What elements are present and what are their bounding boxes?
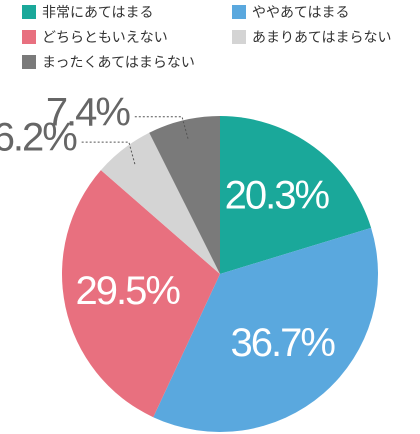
value-label: 20.3% <box>225 173 330 217</box>
pie-slice <box>100 132 220 274</box>
value-label: 36.7% <box>230 321 335 365</box>
legend-label: どちらともいえない <box>42 30 168 46</box>
legend-label: あまりあてはまらない <box>252 30 391 46</box>
pie-slice <box>220 116 372 274</box>
legend-swatch <box>22 55 36 69</box>
value-label: 6.2% <box>0 116 77 160</box>
value-label: 7.4% <box>46 90 131 134</box>
legend-swatch <box>22 30 36 44</box>
value-label: 29.5% <box>76 269 181 313</box>
legend-label: ややあてはまる <box>252 5 349 21</box>
pie-slice <box>153 227 378 433</box>
legend-label: まったくあてはまらない <box>42 55 195 71</box>
pie-slice <box>62 170 220 418</box>
legend-label: 非常にあてはまる <box>42 5 153 21</box>
pie-slice <box>149 116 220 274</box>
legend-swatch <box>232 30 246 44</box>
legend-swatch <box>232 5 246 19</box>
legend-swatch <box>22 5 36 19</box>
